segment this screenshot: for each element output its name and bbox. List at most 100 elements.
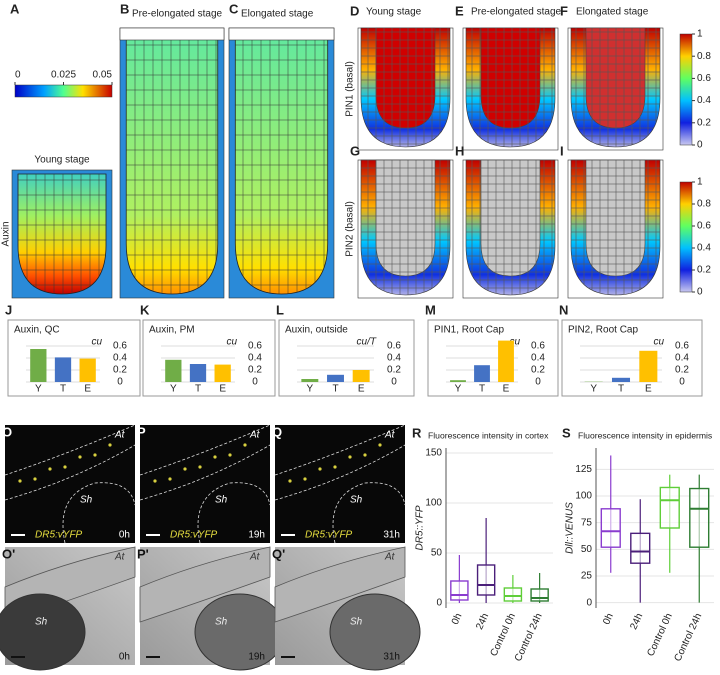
box [659, 486, 680, 529]
root-top [228, 27, 335, 41]
colorbar-tick-label: 0.2 [697, 117, 711, 128]
panel-label: N [559, 302, 568, 317]
chart-title: Fluorescence intensity in epidermis [578, 430, 712, 440]
x-tick-label: Y [455, 384, 462, 395]
micrograph: P' At Sh 19h [137, 546, 286, 671]
organ-label: Sh [215, 617, 228, 628]
organ-label: At [384, 430, 396, 441]
bar [301, 379, 319, 382]
x-tick-label: Control 0h [645, 612, 674, 658]
colorbar-tick-label: 0.05 [93, 70, 113, 81]
signal [318, 467, 322, 471]
unit-label: cu [91, 337, 102, 348]
root-band [274, 546, 406, 623]
x-tick-label: Y [35, 384, 42, 395]
bar [450, 380, 466, 382]
signal [153, 479, 157, 483]
organ-label: At [114, 430, 126, 441]
x-tick-label: E [84, 384, 91, 395]
y-tick-label: 0 [535, 377, 541, 388]
panel-label: K [140, 302, 150, 317]
y-tick-label: 150 [425, 448, 442, 459]
pin-cells [361, 160, 450, 295]
panel-label: G [350, 143, 360, 158]
chart-title: Auxin, QC [14, 325, 60, 336]
box [530, 588, 549, 602]
time-label: 31h [383, 530, 400, 541]
x-tick-label: Control 0h [489, 612, 518, 658]
unit-label: cu [509, 337, 520, 348]
y-tick-label: 0.6 [113, 341, 127, 352]
y-tick-label: 0.6 [675, 341, 689, 352]
organ-label: At [114, 552, 126, 563]
y-tick-label: 0.6 [387, 341, 401, 352]
panel-label: I [560, 143, 564, 158]
x-tick-label: T [332, 384, 338, 395]
colorbar-tick-label: 0.6 [697, 221, 711, 232]
colorbar-tick-label: 0.8 [697, 199, 711, 210]
colorbar-tick-label: 0.025 [51, 70, 76, 81]
signal [243, 443, 247, 447]
root-outline [274, 424, 406, 476]
panel-label: Q' [272, 546, 285, 561]
bar [327, 374, 344, 382]
x-tick-label: 24h [474, 612, 491, 632]
y-tick-label: 0 [679, 377, 685, 388]
y-tick-label: 0.4 [248, 353, 262, 364]
panel-title: Young stage [34, 155, 90, 166]
signal [378, 443, 382, 447]
signal [198, 465, 202, 469]
colorbar-tick-label: 0.2 [697, 265, 711, 276]
time-label: 0h [119, 652, 130, 663]
pin-cells [571, 160, 660, 295]
x-tick-label: Y [170, 384, 177, 395]
x-tick-label: T [60, 384, 66, 395]
organ-label: At [384, 552, 396, 563]
panel-title: Pre-elongated stage [471, 7, 562, 18]
reporter-label: DR5:vYFP [35, 530, 83, 541]
y-tick-label: 0 [252, 377, 258, 388]
panel-label: A [10, 1, 20, 16]
organ-label: At [249, 552, 261, 563]
bar [639, 350, 658, 382]
panel-ylabel: PIN2 (basal) [345, 201, 356, 257]
y-tick-label: 0.6 [531, 341, 545, 352]
y-tick-label: 0.2 [675, 365, 689, 376]
signal [348, 455, 352, 459]
chart-title: Fluorescence intensity in cortex [428, 430, 549, 440]
y-tick-label: 25 [581, 571, 593, 582]
chart-title: PIN2, Root Cap [568, 325, 638, 336]
time-label: 0h [119, 530, 130, 541]
y-tick-label: 100 [425, 498, 442, 509]
x-tick-label: 0h [601, 612, 616, 627]
y-tick-label: 75 [581, 517, 593, 528]
haustorium-outline [197, 482, 271, 544]
signal [63, 465, 67, 469]
micrograph: Q' At Sh 31h [272, 546, 421, 671]
organ-label: Sh [35, 617, 48, 628]
panel-label: F [560, 3, 568, 18]
bar [352, 370, 370, 382]
y-tick-label: 0 [117, 377, 123, 388]
x-tick-label: Control 24h [513, 612, 545, 664]
x-tick-label: Control 24h [673, 612, 705, 664]
y-tick-label: 0.2 [113, 365, 127, 376]
bar [189, 364, 207, 382]
y-tick-label: 0 [586, 597, 592, 608]
panel-label: H [455, 143, 464, 158]
colorbar-tick-label: 0.4 [697, 95, 711, 106]
chart-title: PIN1, Root Cap [434, 325, 504, 336]
colorbar-tick-label: 0 [697, 140, 703, 151]
y-tick-label: 0 [391, 377, 397, 388]
root-band [139, 546, 271, 623]
x-tick-label: E [358, 384, 365, 395]
signal [363, 453, 367, 457]
y-axis-label: DR5::YFP [415, 505, 426, 550]
signal [48, 467, 52, 471]
x-tick-label: T [195, 384, 201, 395]
panel-title: Young stage [366, 7, 422, 18]
y-axis-label: Dll::VENUS [565, 502, 576, 554]
root-top [119, 27, 225, 41]
micrograph: DR5:vYFP P At Sh 19h [137, 424, 271, 544]
y-tick-label: 0.4 [113, 353, 127, 364]
